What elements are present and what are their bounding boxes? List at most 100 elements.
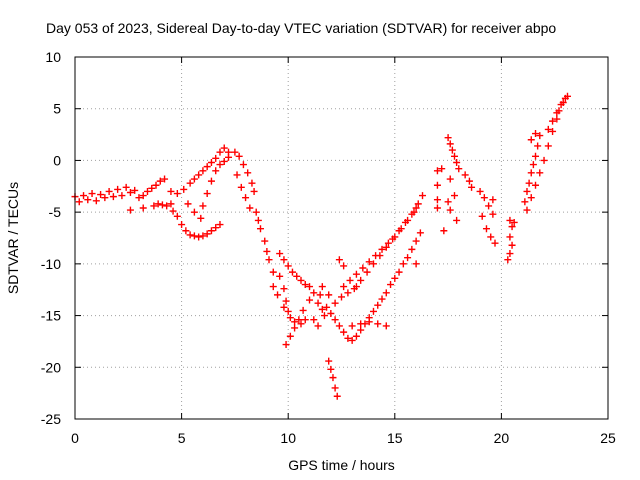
data-point (532, 152, 540, 160)
data-point (331, 384, 339, 392)
data-point (310, 289, 318, 297)
data-point (310, 316, 318, 324)
data-point (250, 187, 258, 195)
x-tick-label: 15 (387, 430, 403, 446)
data-point (357, 320, 365, 328)
data-point (382, 322, 390, 330)
data-point (391, 274, 399, 282)
data-point (139, 192, 147, 200)
data-point (344, 334, 352, 342)
data-point (173, 212, 181, 220)
data-point (216, 161, 224, 169)
data-point (529, 161, 537, 169)
data-point (293, 272, 301, 280)
data-point (489, 210, 497, 218)
data-point (440, 227, 448, 235)
data-point (316, 291, 324, 299)
data-point (408, 210, 416, 218)
data-point (246, 204, 254, 212)
data-point (506, 250, 514, 258)
data-point (180, 185, 188, 193)
y-tick-label: -5 (49, 204, 62, 220)
data-point (468, 183, 476, 191)
data-point (534, 142, 542, 150)
data-point (325, 357, 333, 365)
data-point (331, 316, 339, 324)
data-point (207, 158, 215, 166)
y-tick-label: -15 (41, 308, 61, 324)
data-point (369, 260, 377, 268)
data-point (186, 179, 194, 187)
data-point (327, 310, 335, 318)
data-point (450, 192, 458, 200)
data-point (314, 322, 322, 330)
data-point (455, 165, 463, 173)
data-point (553, 115, 561, 123)
data-point (352, 332, 360, 340)
data-point (105, 187, 113, 195)
data-point (216, 221, 224, 229)
data-point (412, 260, 420, 268)
data-point (291, 318, 299, 326)
data-point (126, 206, 134, 214)
data-points (71, 92, 571, 400)
data-point (84, 196, 92, 204)
x-tick-label: 10 (280, 430, 296, 446)
data-point (254, 216, 262, 224)
data-point (549, 127, 557, 135)
y-tick-label: 5 (53, 101, 61, 117)
data-point (135, 194, 143, 202)
data-point (453, 216, 461, 224)
data-point (338, 293, 345, 301)
data-point (286, 332, 294, 340)
data-point (167, 187, 175, 195)
data-point (306, 296, 314, 304)
x-tick-label: 5 (178, 430, 186, 446)
data-point (148, 184, 156, 192)
data-point (207, 177, 215, 185)
data-point (190, 232, 198, 240)
data-point (465, 177, 473, 185)
data-point (563, 92, 571, 100)
data-point (207, 227, 215, 235)
data-point (212, 167, 220, 175)
data-point (521, 198, 529, 206)
data-point (506, 233, 514, 241)
data-point (122, 183, 130, 191)
data-point (186, 231, 194, 239)
data-point (318, 305, 326, 313)
data-point (80, 192, 88, 200)
data-point (504, 256, 512, 264)
data-point (444, 134, 452, 142)
data-point (297, 320, 305, 328)
data-point (357, 326, 365, 334)
data-point (446, 175, 454, 183)
data-point (318, 283, 326, 291)
data-point (242, 194, 250, 202)
data-point (365, 258, 373, 266)
data-point (348, 336, 356, 344)
data-point (269, 283, 277, 291)
data-point (333, 392, 341, 400)
data-point (491, 239, 499, 247)
data-point (114, 185, 122, 193)
data-point (280, 256, 288, 264)
data-point (178, 221, 186, 229)
data-point (239, 161, 247, 169)
grid-lines (75, 57, 608, 419)
data-point (487, 233, 495, 241)
chart-title: Day 053 of 2023, Sidereal Day-to-day VTE… (46, 20, 556, 36)
data-point (233, 171, 241, 179)
data-point (173, 190, 181, 198)
data-point (419, 192, 427, 200)
data-point (163, 202, 171, 210)
data-point (297, 276, 305, 284)
data-point (382, 243, 390, 251)
data-point (412, 204, 420, 212)
data-point (433, 181, 441, 189)
x-tick-label: 20 (494, 430, 510, 446)
data-point (269, 268, 277, 276)
data-point (544, 125, 552, 133)
data-point (263, 247, 271, 255)
data-point (220, 144, 228, 152)
